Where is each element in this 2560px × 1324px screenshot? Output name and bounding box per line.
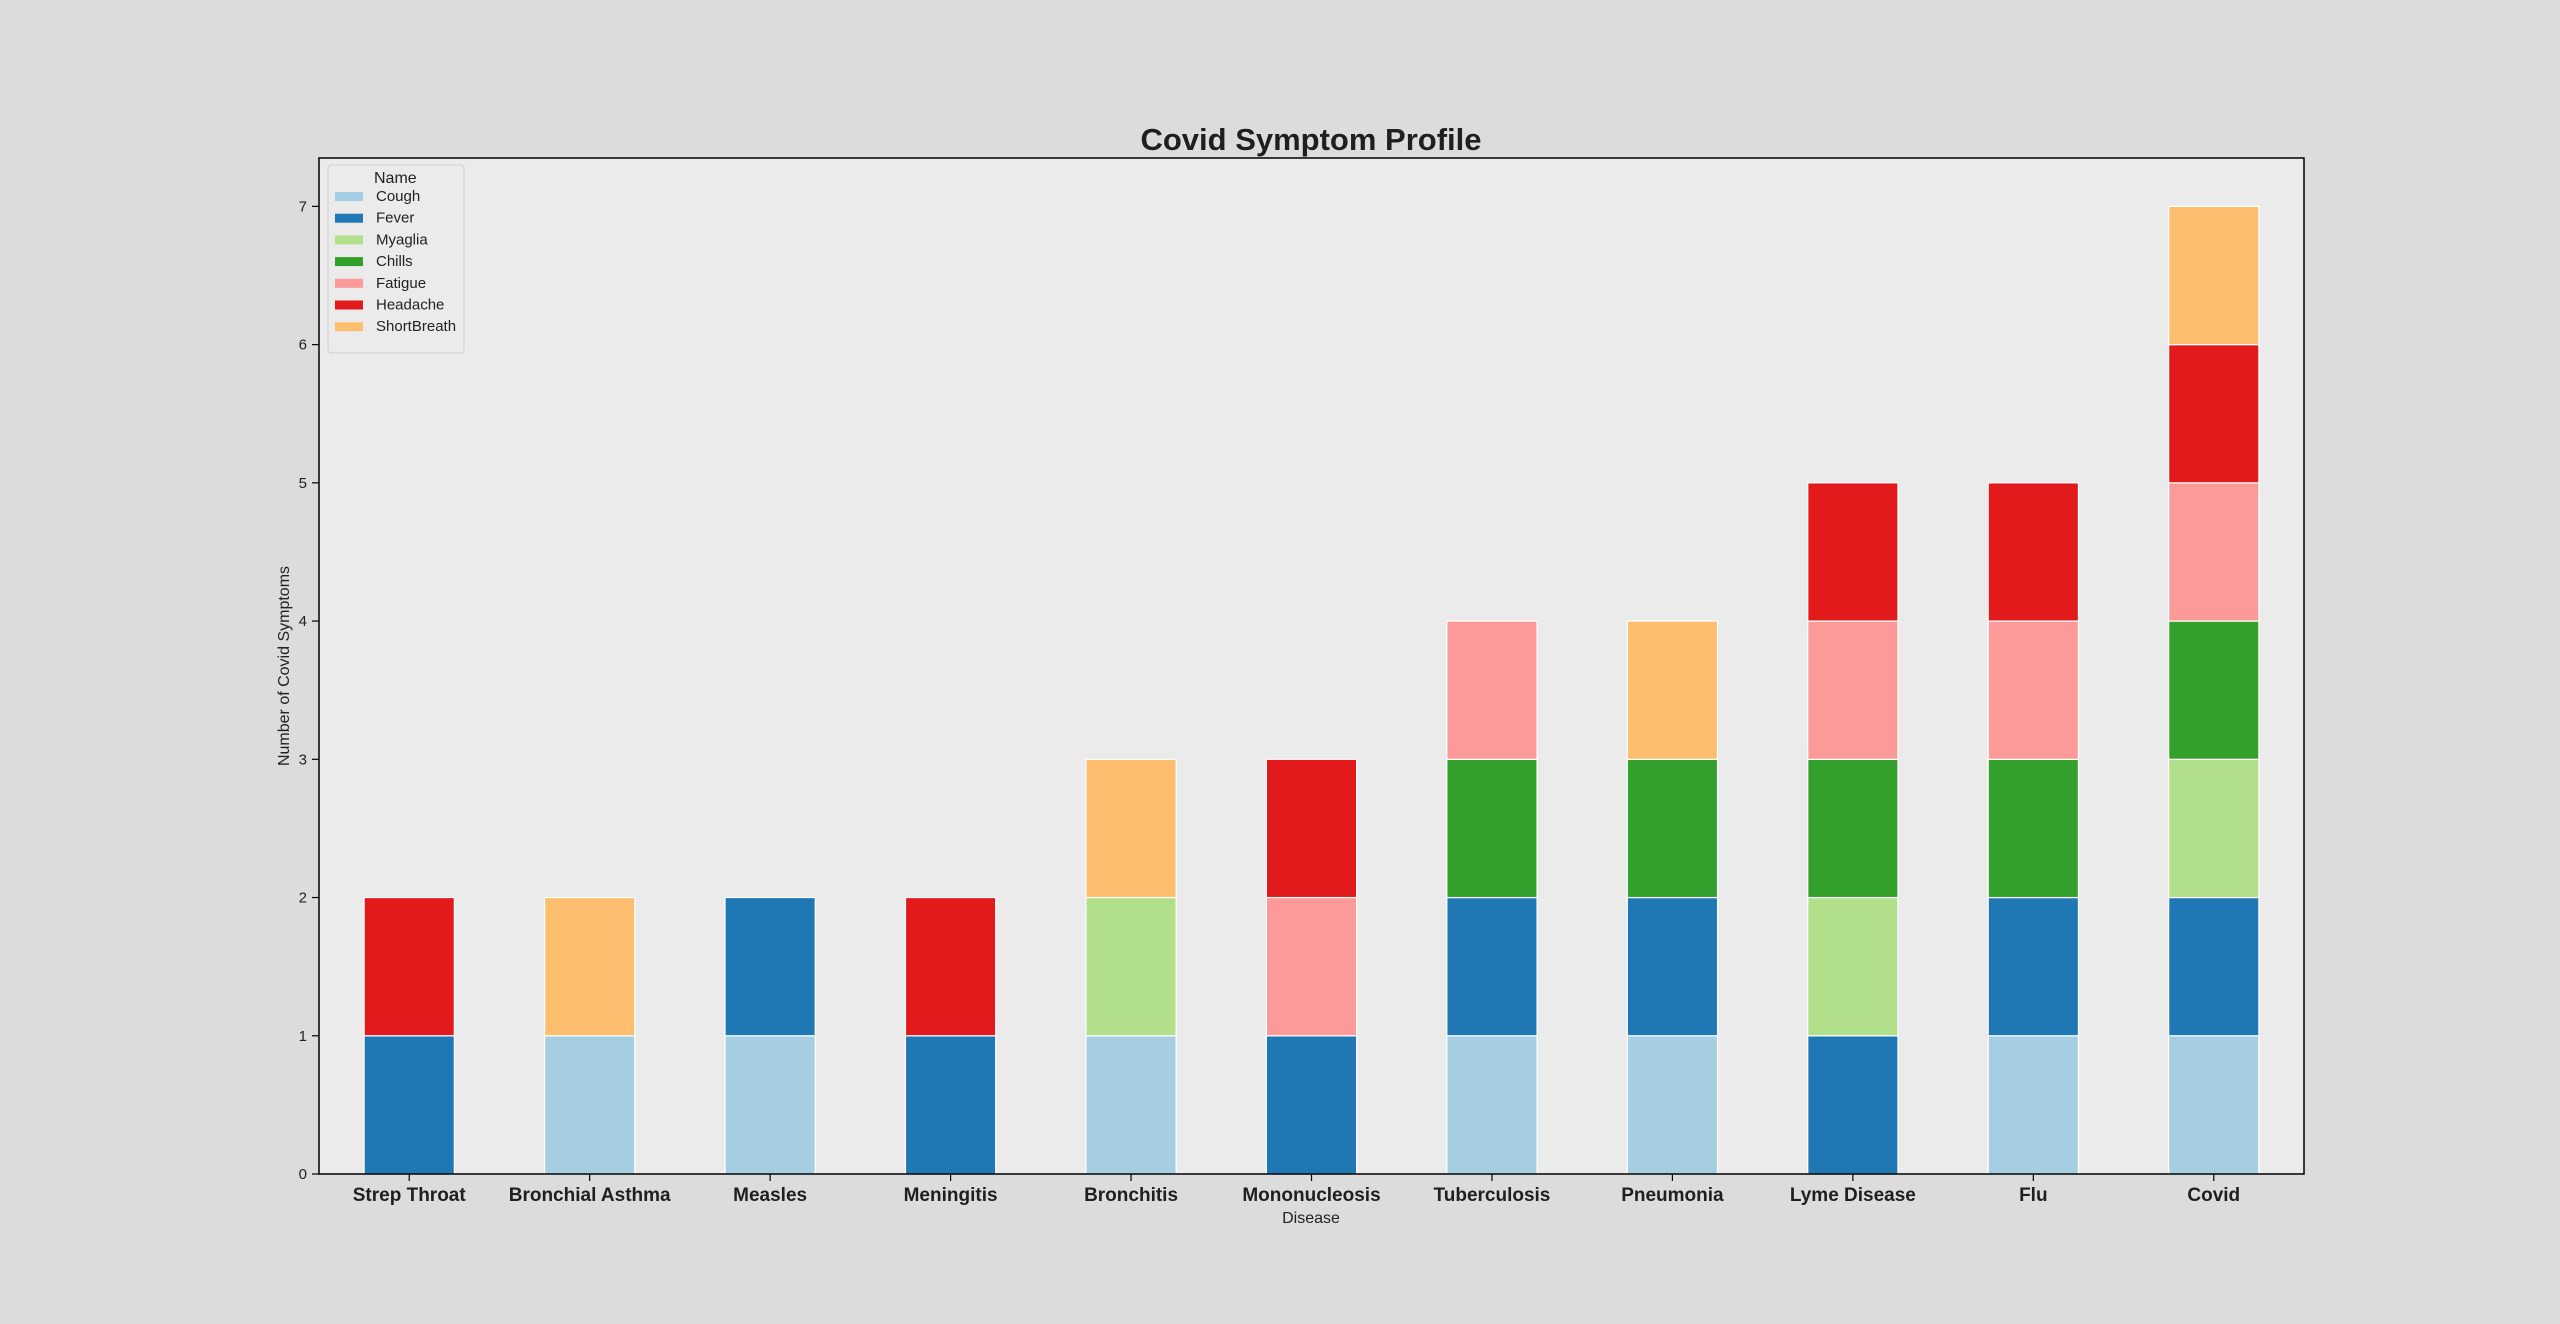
bar-segment-fatigue-flu	[1987, 620, 2080, 760]
bar-segment-fever-measles	[724, 896, 816, 1037]
x-tick-label: Pneumonia	[1621, 1185, 1724, 1206]
y-tick-label: 3	[299, 751, 307, 768]
x-tick-label: Meningitis	[904, 1185, 998, 1206]
legend-label-headache: Headache	[376, 297, 444, 314]
bar-segment-myaglia-lyme-disease	[1807, 896, 1899, 1037]
legend-swatch-fatigue	[335, 278, 363, 288]
y-axis-label: Number of Covid Symptoms	[276, 566, 293, 766]
legend-swatch-shortbreath	[335, 322, 363, 332]
legend-swatch-chills	[335, 257, 363, 267]
legend-swatch-myaglia	[335, 235, 363, 245]
y-tick-label: 6	[299, 337, 307, 354]
bar-segment-cough-measles	[724, 1035, 816, 1175]
bar-segment-shortbreath-bronchitis	[1085, 758, 1177, 899]
bar-segment-fever-lyme-disease	[1807, 1035, 1899, 1175]
bar-segment-fever-covid	[2168, 896, 2260, 1037]
y-tick-label: 2	[299, 890, 307, 907]
x-tick-label: Tuberculosis	[1434, 1185, 1551, 1206]
x-tick-label: Strep Throat	[353, 1185, 467, 1206]
legend-swatch-headache	[335, 300, 363, 310]
bar-segment-cough-flu	[1987, 1035, 2080, 1175]
legend-swatch-fever	[335, 213, 363, 223]
x-tick-label: Covid	[2187, 1185, 2240, 1206]
bar-segment-fever-tuberculosis	[1446, 896, 1538, 1037]
y-tick-label: 7	[299, 198, 307, 215]
bar-segment-headache-lyme-disease	[1807, 482, 1899, 622]
bar-segment-headache-flu	[1987, 482, 2080, 622]
bar-segment-shortbreath-covid	[2168, 205, 2260, 346]
y-tick-label: 0	[299, 1166, 307, 1183]
bar-segment-fatigue-mononucleosis	[1265, 896, 1358, 1037]
bar-segment-shortbreath-pneumonia	[1626, 620, 1719, 760]
bar-segment-fever-mononucleosis	[1265, 1035, 1358, 1175]
y-tick-label: 1	[299, 1028, 307, 1045]
bar-segment-myaglia-covid	[2168, 758, 2260, 899]
legend-title: Name	[374, 170, 417, 187]
x-tick-label: Lyme Disease	[1790, 1185, 1916, 1206]
x-axis-label: Disease	[1282, 1210, 1340, 1227]
legend-label-shortbreath: ShortBreath	[376, 318, 456, 335]
bar-segment-headache-strep-throat	[363, 896, 455, 1037]
legend-label-myaglia: Myaglia	[376, 231, 428, 248]
legend-label-chills: Chills	[376, 253, 413, 270]
bar-segment-chills-flu	[1987, 758, 2080, 899]
bar-segment-fatigue-lyme-disease	[1807, 620, 1899, 760]
legend-label-cough: Cough	[376, 188, 420, 205]
y-tick-label: 4	[299, 613, 307, 630]
bar-segment-cough-tuberculosis	[1446, 1035, 1538, 1175]
bar-segment-cough-covid	[2168, 1035, 2260, 1175]
bar-segment-shortbreath-bronchial-asthma	[543, 896, 636, 1037]
bar-segment-chills-covid	[2168, 620, 2260, 760]
bar-segment-chills-lyme-disease	[1807, 758, 1899, 899]
plot-frame	[318, 157, 2305, 1175]
bar-segment-myaglia-bronchitis	[1085, 896, 1177, 1037]
bar-segment-fever-pneumonia	[1626, 896, 1719, 1037]
bar-segment-chills-tuberculosis	[1446, 758, 1538, 899]
chart-title: Covid Symptom Profile	[1140, 122, 1481, 157]
legend-swatch-cough	[335, 192, 363, 201]
x-tick-label: Measles	[733, 1185, 807, 1206]
bar-segment-headache-meningitis	[904, 896, 997, 1037]
bar-segment-fatigue-covid	[2168, 482, 2260, 622]
y-tick-label: 5	[299, 475, 307, 492]
x-tick-label: Bronchitis	[1084, 1185, 1178, 1206]
bars-group	[363, 205, 2260, 1175]
bar-segment-fatigue-tuberculosis	[1446, 620, 1538, 760]
bar-segment-chills-pneumonia	[1626, 758, 1719, 899]
bar-segment-cough-bronchial-asthma	[543, 1035, 636, 1175]
bar-segment-fever-flu	[1987, 896, 2080, 1037]
bar-segment-headache-covid	[2168, 344, 2260, 484]
x-axis: Strep Throat Bronchial Asthma Measles Menin…	[353, 1174, 2240, 1206]
bar-segment-fever-meningitis	[904, 1035, 997, 1175]
x-tick-label: Flu	[2019, 1185, 2048, 1206]
bar-segment-cough-pneumonia	[1626, 1035, 1719, 1175]
x-tick-label: Mononucleosis	[1242, 1185, 1380, 1206]
bar-segment-cough-bronchitis	[1085, 1035, 1177, 1175]
y-axis: 0 1 2 3 4 5 6 7	[299, 198, 319, 1183]
legend-label-fatigue: Fatigue	[376, 275, 426, 292]
bar-segment-headache-mononucleosis	[1265, 758, 1358, 899]
bar-segment-fever-strep-throat	[363, 1035, 455, 1175]
legend-label-fever: Fever	[376, 210, 414, 227]
x-tick-label: Bronchial Asthma	[509, 1185, 671, 1206]
